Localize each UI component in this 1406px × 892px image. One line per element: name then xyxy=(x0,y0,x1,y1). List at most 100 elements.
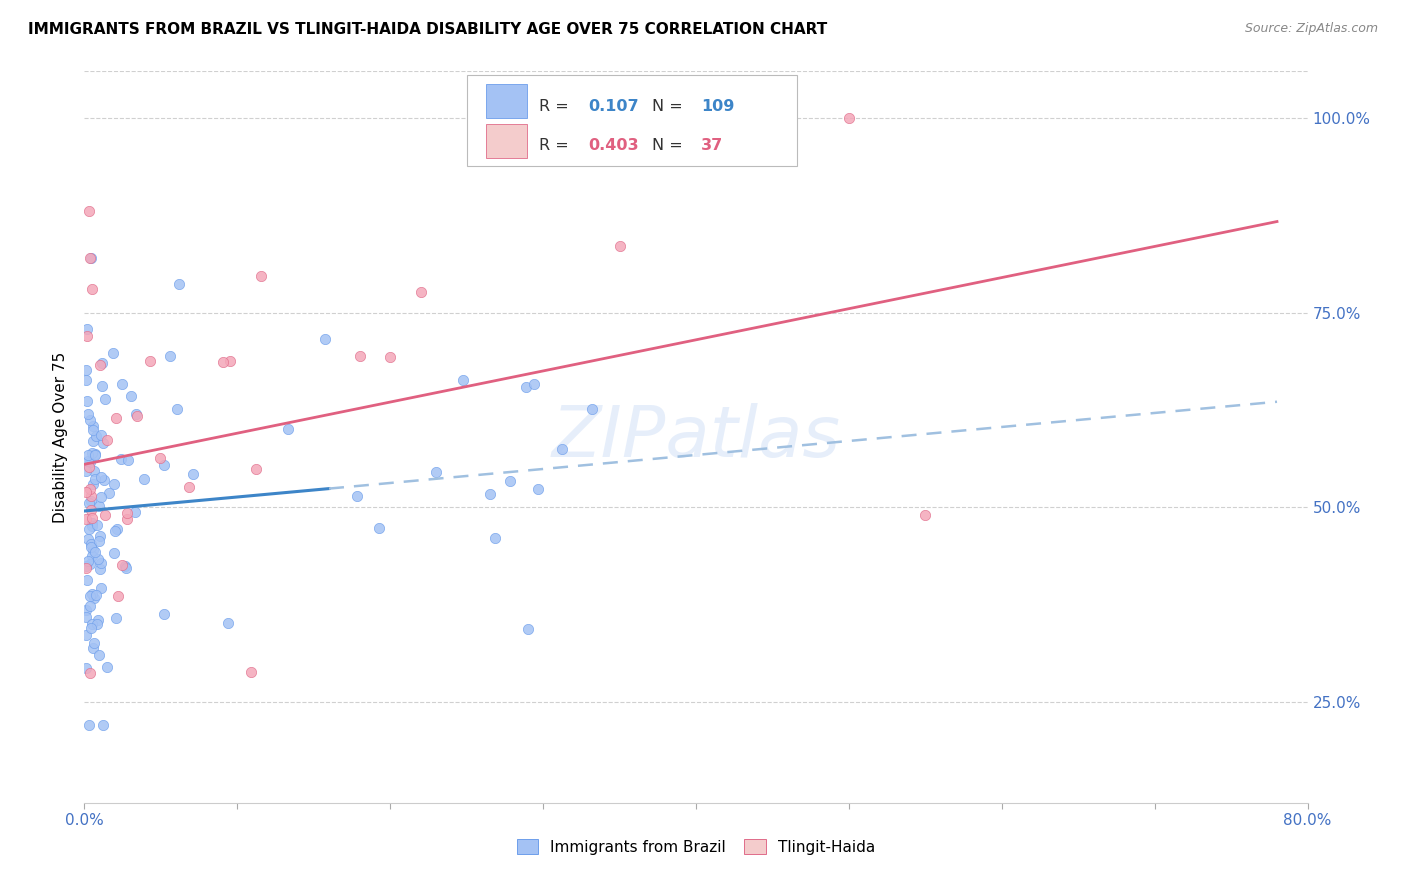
Point xyxy=(76,329,98,343)
Point xyxy=(80,282,103,296)
Point xyxy=(159,349,181,363)
Point xyxy=(80,446,103,460)
Point xyxy=(79,413,101,427)
Point xyxy=(110,452,132,467)
Point xyxy=(79,599,101,613)
Point xyxy=(105,522,128,536)
Point xyxy=(80,490,103,504)
Point xyxy=(153,458,176,473)
Point xyxy=(368,521,391,535)
Point xyxy=(76,573,98,587)
Point xyxy=(75,512,97,526)
Legend: Immigrants from Brazil, Tlingit-Haida: Immigrants from Brazil, Tlingit-Haida xyxy=(510,833,882,861)
Point xyxy=(84,588,107,602)
Text: R =: R = xyxy=(540,138,574,153)
Point xyxy=(75,559,97,574)
Point xyxy=(83,636,105,650)
Point xyxy=(79,557,101,571)
Point xyxy=(91,356,114,370)
FancyBboxPatch shape xyxy=(485,85,527,118)
Point xyxy=(76,321,98,335)
Point xyxy=(80,549,103,563)
Point xyxy=(149,450,172,465)
Point xyxy=(125,408,148,422)
FancyBboxPatch shape xyxy=(467,75,797,167)
Point xyxy=(217,615,239,630)
Point xyxy=(80,616,103,631)
Point xyxy=(105,410,128,425)
Point xyxy=(79,455,101,469)
Point xyxy=(82,477,104,491)
Point xyxy=(77,496,100,510)
Point xyxy=(89,358,111,372)
Text: 37: 37 xyxy=(700,138,723,153)
Point xyxy=(75,362,97,376)
Point xyxy=(609,239,631,253)
Point xyxy=(498,474,520,488)
Point xyxy=(77,533,100,547)
Text: 0.403: 0.403 xyxy=(588,138,638,153)
Point xyxy=(87,648,110,663)
Point xyxy=(87,552,110,566)
Point xyxy=(127,409,149,423)
Point xyxy=(111,376,134,391)
Point xyxy=(211,355,233,369)
Point xyxy=(250,268,273,283)
Point xyxy=(82,510,104,524)
Point xyxy=(84,428,107,442)
Point xyxy=(103,477,125,491)
Point xyxy=(82,423,104,437)
Point xyxy=(86,517,108,532)
Point xyxy=(89,529,111,543)
Point xyxy=(120,389,142,403)
Point xyxy=(425,466,447,480)
Point xyxy=(80,541,103,555)
Point xyxy=(914,508,936,522)
Point xyxy=(139,354,162,368)
Point xyxy=(83,447,105,461)
Point xyxy=(114,561,136,575)
Point xyxy=(83,591,105,605)
Point xyxy=(117,506,139,520)
Text: Source: ZipAtlas.com: Source: ZipAtlas.com xyxy=(1244,22,1378,36)
Point xyxy=(79,590,101,604)
Point xyxy=(75,603,97,617)
Text: IMMIGRANTS FROM BRAZIL VS TLINGIT-HAIDA DISABILITY AGE OVER 75 CORRELATION CHART: IMMIGRANTS FROM BRAZIL VS TLINGIT-HAIDA … xyxy=(28,22,827,37)
Point xyxy=(93,392,115,407)
Point xyxy=(77,448,100,462)
Point xyxy=(80,587,103,601)
Point xyxy=(153,607,176,621)
Point xyxy=(124,505,146,519)
Point xyxy=(96,659,118,673)
Text: R =: R = xyxy=(540,99,574,114)
Point xyxy=(75,465,97,479)
Point xyxy=(90,469,112,483)
Point xyxy=(838,111,860,125)
Point xyxy=(515,380,537,394)
Point xyxy=(107,589,129,603)
Point xyxy=(181,467,204,481)
Point xyxy=(134,471,156,485)
Point xyxy=(716,127,738,141)
Point xyxy=(77,554,100,568)
Point xyxy=(83,464,105,478)
Point xyxy=(80,503,103,517)
Point xyxy=(91,718,114,732)
Point xyxy=(82,418,104,433)
Point xyxy=(478,486,501,500)
Point xyxy=(77,522,100,536)
Point xyxy=(84,448,107,462)
Point xyxy=(380,350,402,364)
Point xyxy=(526,482,548,496)
Point xyxy=(169,277,191,291)
FancyBboxPatch shape xyxy=(485,124,527,158)
Point xyxy=(103,345,125,359)
Point xyxy=(82,434,104,449)
Point xyxy=(80,251,103,265)
Point xyxy=(98,485,121,500)
Point xyxy=(83,472,105,486)
Point xyxy=(104,524,127,538)
Point xyxy=(245,462,267,476)
Point xyxy=(89,561,111,575)
Point xyxy=(91,378,114,392)
